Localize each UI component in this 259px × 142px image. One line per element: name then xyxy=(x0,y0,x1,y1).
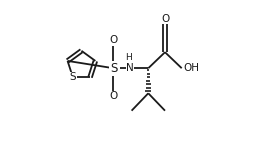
Text: O: O xyxy=(161,14,169,24)
Text: O: O xyxy=(109,35,118,45)
Text: S: S xyxy=(70,72,76,82)
Text: O: O xyxy=(109,91,118,101)
Text: N: N xyxy=(126,63,134,73)
Text: S: S xyxy=(110,62,117,75)
Text: OH: OH xyxy=(184,63,200,73)
Text: H: H xyxy=(125,53,132,62)
